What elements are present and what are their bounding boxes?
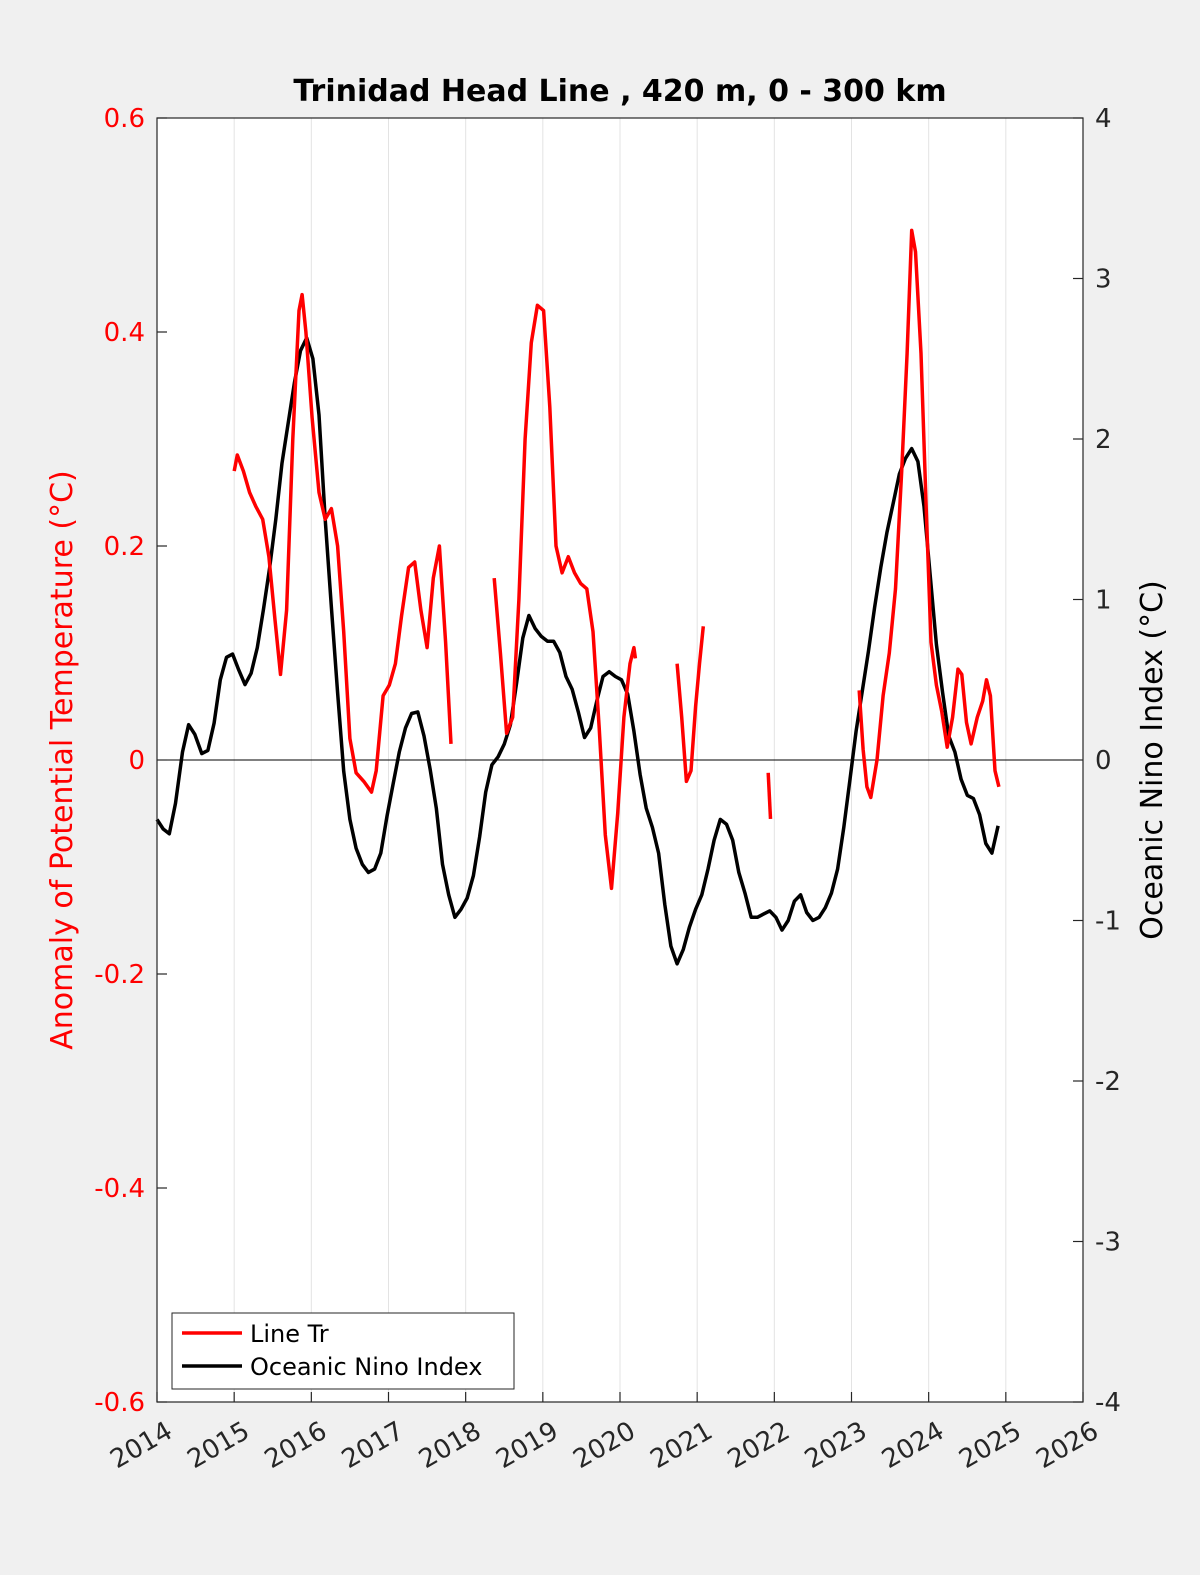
y-axis-left-label: Anomaly of Potential Temperature (°C)	[45, 470, 80, 1049]
y-left-tick-label: -0.2	[94, 960, 145, 990]
y-axis-left: 0.6 0.4 0.2 0 -0.2 -0.4 -0.6	[94, 104, 167, 1418]
y-right-tick-label: -2	[1095, 1067, 1121, 1097]
y-right-tick-label: -4	[1095, 1388, 1121, 1418]
y-right-tick-label: -3	[1095, 1228, 1121, 1258]
y-right-tick-label: 3	[1095, 265, 1112, 295]
y-left-tick-label: 0.4	[104, 318, 145, 348]
legend-label-line-tr: Line Tr	[250, 1320, 329, 1348]
series-line-line-tr	[492, 303, 638, 891]
series-line-line-tr	[232, 292, 453, 794]
y-left-tick-label: 0.2	[104, 532, 145, 562]
y-left-tick-label: 0.6	[104, 104, 145, 134]
y-right-tick-label: 0	[1095, 746, 1112, 776]
series-layer	[155, 228, 1001, 966]
legend-box	[171, 1312, 515, 1390]
y-left-tick-label: -0.6	[94, 1388, 145, 1418]
y-right-tick-label: 4	[1095, 104, 1112, 134]
series-line-line-tr	[766, 772, 773, 819]
y-right-tick-label: 2	[1095, 425, 1112, 455]
series-line-line-tr	[675, 626, 706, 784]
y-left-tick-label: 0	[128, 746, 145, 776]
series-line-line-tr	[857, 228, 1001, 800]
y-axis-right-label: Oceanic Nino Index (°C)	[1135, 580, 1170, 940]
y-right-tick-label: 1	[1095, 586, 1112, 616]
legend: Line Tr Oceanic Nino Index	[171, 1312, 515, 1390]
y-left-tick-label: -0.4	[94, 1174, 145, 1204]
series-line-oceanic-nino-index	[155, 336, 1000, 966]
y-right-tick-label: -1	[1095, 907, 1121, 937]
y-axis-right: 4 3 2 1 0 -1 -2 -3 -4	[1073, 104, 1121, 1418]
legend-label-oni: Oceanic Nino Index	[250, 1353, 482, 1381]
chart-title: Trinidad Head Line , 420 m, 0 - 300 km	[293, 74, 946, 109]
